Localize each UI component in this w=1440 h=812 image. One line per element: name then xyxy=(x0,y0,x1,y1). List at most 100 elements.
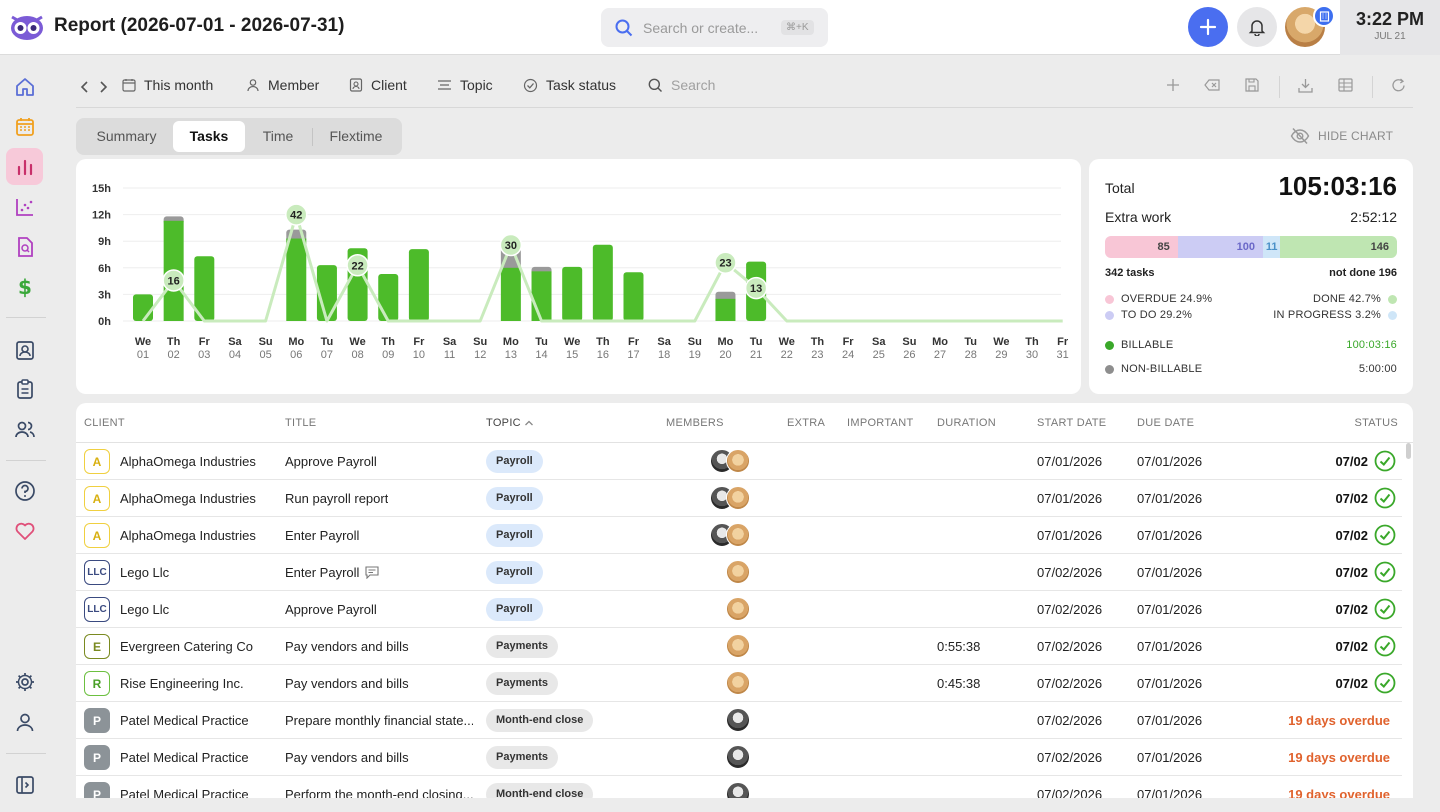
sidebar-item-analytics[interactable] xyxy=(6,188,43,225)
hide-chart-button[interactable]: HIDE CHART xyxy=(1290,127,1393,145)
member-avatar[interactable] xyxy=(726,560,750,584)
download-icon[interactable] xyxy=(1298,78,1313,93)
global-search-input[interactable] xyxy=(643,19,771,36)
table-scrollbar[interactable] xyxy=(1406,443,1411,459)
table-row[interactable]: R Rise Engineering Inc. Pay vendors and bi… xyxy=(76,665,1402,702)
member-avatar[interactable] xyxy=(726,486,750,510)
client-filter[interactable]: Client xyxy=(349,77,407,93)
add-icon[interactable] xyxy=(1166,78,1180,92)
sidebar-item-calendar[interactable] xyxy=(6,108,43,145)
status-completed[interactable]: 07/02 xyxy=(1335,524,1396,546)
table-row[interactable]: A AlphaOmega Industries Run payroll report… xyxy=(76,480,1402,517)
task-title[interactable]: Pay vendors and bills xyxy=(285,750,475,765)
sidebar-item-profile[interactable] xyxy=(6,703,43,740)
task-title[interactable]: Perform the month-end closing... xyxy=(285,787,475,798)
refresh-icon[interactable] xyxy=(1391,78,1406,93)
tab-tasks[interactable]: Tasks xyxy=(173,121,245,152)
chevron-right-icon[interactable] xyxy=(98,80,108,94)
table-search-input[interactable] xyxy=(671,77,791,93)
table-row[interactable]: E Evergreen Catering Co Pay vendors and bi… xyxy=(76,628,1402,665)
topic-pill[interactable]: Payments xyxy=(486,672,558,695)
sidebar-item-settings[interactable] xyxy=(6,663,43,700)
clear-filter-icon[interactable] xyxy=(1204,78,1221,92)
status-completed[interactable]: 07/02 xyxy=(1335,598,1396,620)
column-due-date[interactable]: DUE DATE xyxy=(1137,417,1195,429)
status-completed[interactable]: 07/02 xyxy=(1335,487,1396,509)
topic-pill[interactable]: Payroll xyxy=(486,450,543,473)
global-search[interactable]: ⌘+K xyxy=(601,8,828,47)
period-filter[interactable]: This month xyxy=(122,77,213,93)
column-title[interactable]: TITLE xyxy=(285,417,317,429)
table-view-icon[interactable] xyxy=(1338,78,1353,92)
sidebar-item-favorites[interactable] xyxy=(6,512,43,549)
topic-pill[interactable]: Payroll xyxy=(486,561,543,584)
sidebar-item-team[interactable] xyxy=(6,410,43,447)
status-completed[interactable]: 07/02 xyxy=(1335,450,1396,472)
table-row[interactable]: P Patel Medical Practice Perform the month… xyxy=(76,776,1402,798)
sidebar-item-documents[interactable] xyxy=(6,228,43,265)
sidebar-item-billing[interactable]: $ xyxy=(6,268,43,305)
chevron-left-icon[interactable] xyxy=(80,80,90,94)
member-avatar[interactable] xyxy=(726,745,750,769)
member-avatar[interactable] xyxy=(726,449,750,473)
tab-flextime[interactable]: Flextime xyxy=(329,128,383,144)
table-row[interactable]: LLC Lego Llc Approve Payroll Payroll 07/02/2… xyxy=(76,591,1402,628)
client-name[interactable]: AlphaOmega Industries xyxy=(120,491,256,506)
task-title[interactable]: Prepare monthly financial state... xyxy=(285,713,475,728)
owl-logo-icon[interactable] xyxy=(10,13,44,41)
client-name[interactable]: Patel Medical Practice xyxy=(120,787,249,798)
table-row[interactable]: A AlphaOmega Industries Enter Payroll Payro… xyxy=(76,517,1402,554)
client-name[interactable]: Lego Llc xyxy=(120,565,170,580)
sidebar-item-home[interactable] xyxy=(6,68,43,105)
topic-pill[interactable]: Month-end close xyxy=(486,709,594,732)
status-completed[interactable]: 07/02 xyxy=(1335,635,1396,657)
task-title[interactable]: Run payroll report xyxy=(285,491,475,506)
task-title[interactable]: Pay vendors and bills xyxy=(285,639,475,654)
sidebar-item-reports[interactable] xyxy=(6,148,43,185)
comment-icon[interactable] xyxy=(365,566,379,579)
column-topic[interactable]: TOPIC xyxy=(486,417,534,429)
column-start-date[interactable]: START DATE xyxy=(1037,417,1107,429)
client-name[interactable]: AlphaOmega Industries xyxy=(120,454,256,469)
column-client[interactable]: CLIENT xyxy=(84,417,125,429)
task-title[interactable]: Approve Payroll xyxy=(285,454,475,469)
topic-pill[interactable]: Payroll xyxy=(486,598,543,621)
client-name[interactable]: Lego Llc xyxy=(120,602,170,617)
table-row[interactable]: P Patel Medical Practice Prepare monthly f… xyxy=(76,702,1402,739)
task-title[interactable]: Approve Payroll xyxy=(285,602,475,617)
table-row[interactable]: LLC Lego Llc Enter Payroll Payroll 07/02/202… xyxy=(76,554,1402,591)
member-avatar[interactable] xyxy=(726,671,750,695)
tab-time[interactable]: Time xyxy=(262,128,294,144)
tab-summary[interactable]: Summary xyxy=(96,128,157,144)
column-members[interactable]: MEMBERS xyxy=(666,417,724,429)
column-duration[interactable]: DURATION xyxy=(937,417,997,429)
table-row[interactable]: P Patel Medical Practice Pay vendors and b… xyxy=(76,739,1402,776)
status-completed[interactable]: 07/02 xyxy=(1335,561,1396,583)
sidebar-item-tasks[interactable] xyxy=(6,370,43,407)
task-title[interactable]: Enter Payroll xyxy=(285,565,475,580)
table-search[interactable] xyxy=(648,77,791,93)
column-extra[interactable]: EXTRA xyxy=(787,417,826,429)
client-name[interactable]: AlphaOmega Industries xyxy=(120,528,256,543)
notifications-button[interactable] xyxy=(1237,7,1277,47)
create-button[interactable] xyxy=(1188,7,1228,47)
member-avatar[interactable] xyxy=(726,782,750,798)
sidebar-collapse-toggle[interactable] xyxy=(6,766,43,803)
task-title[interactable]: Enter Payroll xyxy=(285,528,475,543)
task-title[interactable]: Pay vendors and bills xyxy=(285,676,475,691)
status-completed[interactable]: 07/02 xyxy=(1335,672,1396,694)
topic-pill[interactable]: Payroll xyxy=(486,487,543,510)
sidebar-item-contacts[interactable] xyxy=(6,331,43,368)
status-overdue[interactable]: 19 days overdue xyxy=(1288,750,1390,765)
topic-pill[interactable]: Payments xyxy=(486,746,558,769)
office-badge[interactable] xyxy=(1313,5,1335,27)
topic-pill[interactable]: Payroll xyxy=(486,524,543,547)
client-name[interactable]: Evergreen Catering Co xyxy=(120,639,253,654)
status-overdue[interactable]: 19 days overdue xyxy=(1288,787,1390,798)
client-name[interactable]: Rise Engineering Inc. xyxy=(120,676,244,691)
member-avatar[interactable] xyxy=(726,597,750,621)
member-avatar[interactable] xyxy=(726,634,750,658)
client-name[interactable]: Patel Medical Practice xyxy=(120,750,249,765)
column-status[interactable]: STATUS xyxy=(1354,417,1398,429)
client-name[interactable]: Patel Medical Practice xyxy=(120,713,249,728)
